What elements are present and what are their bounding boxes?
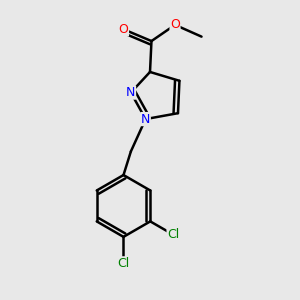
Text: N: N xyxy=(141,112,150,126)
Text: Cl: Cl xyxy=(167,228,179,241)
Text: Cl: Cl xyxy=(117,257,130,270)
Text: O: O xyxy=(118,23,128,36)
Text: N: N xyxy=(126,86,136,99)
Text: O: O xyxy=(170,18,180,32)
